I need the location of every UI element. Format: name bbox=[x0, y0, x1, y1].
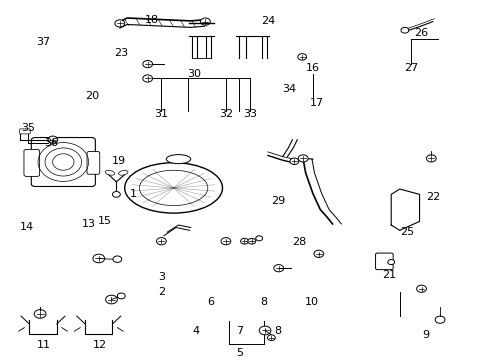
Text: 16: 16 bbox=[305, 63, 319, 73]
FancyBboxPatch shape bbox=[20, 129, 30, 134]
Ellipse shape bbox=[124, 163, 222, 213]
Text: 27: 27 bbox=[404, 63, 418, 73]
Text: 6: 6 bbox=[206, 297, 213, 307]
FancyBboxPatch shape bbox=[31, 138, 95, 186]
Circle shape bbox=[221, 238, 230, 245]
Text: 32: 32 bbox=[219, 109, 232, 120]
Text: 33: 33 bbox=[243, 109, 257, 120]
Text: 5: 5 bbox=[236, 348, 243, 358]
Text: 13: 13 bbox=[82, 219, 96, 229]
Circle shape bbox=[259, 326, 270, 335]
Circle shape bbox=[273, 265, 283, 272]
Text: 10: 10 bbox=[305, 297, 318, 307]
Circle shape bbox=[426, 155, 435, 162]
Circle shape bbox=[387, 260, 394, 265]
Text: 9: 9 bbox=[421, 330, 428, 340]
Circle shape bbox=[400, 27, 408, 33]
Text: 23: 23 bbox=[114, 48, 128, 58]
Circle shape bbox=[416, 285, 426, 292]
Text: 17: 17 bbox=[309, 98, 323, 108]
Text: 18: 18 bbox=[144, 15, 158, 25]
Circle shape bbox=[267, 335, 275, 341]
Text: 31: 31 bbox=[154, 109, 168, 120]
Circle shape bbox=[298, 155, 307, 162]
Text: 26: 26 bbox=[414, 28, 427, 38]
Text: 36: 36 bbox=[44, 138, 58, 148]
Circle shape bbox=[240, 238, 248, 244]
Circle shape bbox=[112, 192, 120, 197]
Text: 34: 34 bbox=[282, 84, 296, 94]
Text: 24: 24 bbox=[260, 16, 275, 26]
Text: 15: 15 bbox=[98, 216, 112, 226]
Circle shape bbox=[113, 256, 122, 262]
Text: 14: 14 bbox=[20, 222, 34, 232]
Text: 29: 29 bbox=[271, 196, 285, 206]
Text: 8: 8 bbox=[260, 297, 267, 307]
Ellipse shape bbox=[118, 170, 128, 175]
Circle shape bbox=[247, 238, 255, 244]
Circle shape bbox=[200, 18, 210, 25]
Circle shape bbox=[34, 310, 46, 318]
Text: 30: 30 bbox=[187, 69, 201, 79]
Circle shape bbox=[289, 158, 298, 165]
Text: 21: 21 bbox=[381, 270, 395, 280]
Text: 4: 4 bbox=[192, 326, 199, 336]
FancyBboxPatch shape bbox=[87, 152, 100, 174]
Circle shape bbox=[313, 250, 323, 257]
Text: 3: 3 bbox=[158, 272, 164, 282]
Text: 7: 7 bbox=[236, 326, 243, 336]
Circle shape bbox=[142, 75, 152, 82]
Text: 22: 22 bbox=[425, 192, 439, 202]
Circle shape bbox=[434, 316, 444, 323]
Ellipse shape bbox=[166, 154, 190, 163]
Circle shape bbox=[105, 295, 117, 304]
Circle shape bbox=[156, 238, 166, 245]
FancyBboxPatch shape bbox=[375, 253, 392, 270]
FancyBboxPatch shape bbox=[24, 149, 40, 176]
Circle shape bbox=[115, 20, 124, 27]
Ellipse shape bbox=[105, 170, 115, 175]
Text: 2: 2 bbox=[158, 287, 164, 297]
Text: 20: 20 bbox=[85, 91, 99, 102]
Text: 11: 11 bbox=[37, 340, 51, 350]
Circle shape bbox=[297, 54, 306, 60]
Circle shape bbox=[255, 236, 262, 241]
Text: 12: 12 bbox=[93, 340, 107, 350]
Circle shape bbox=[117, 293, 125, 299]
Text: 35: 35 bbox=[21, 123, 35, 133]
Text: 25: 25 bbox=[399, 227, 413, 237]
Circle shape bbox=[142, 60, 152, 68]
Circle shape bbox=[93, 254, 104, 263]
Text: 28: 28 bbox=[291, 237, 306, 247]
Text: 19: 19 bbox=[112, 156, 125, 166]
Text: 8: 8 bbox=[274, 326, 281, 336]
Circle shape bbox=[48, 136, 58, 143]
Text: 1: 1 bbox=[129, 189, 136, 199]
Text: 37: 37 bbox=[36, 37, 50, 48]
